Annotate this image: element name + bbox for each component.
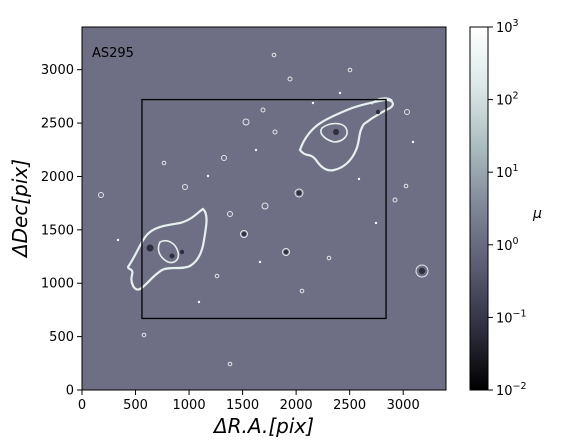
bright-dot xyxy=(206,174,210,178)
y-tick-label: 1000 xyxy=(41,277,74,292)
bright-dot xyxy=(254,148,258,152)
microlens-star xyxy=(242,118,250,126)
microlens-star xyxy=(403,183,409,189)
microlens-star xyxy=(161,160,167,166)
colorbar-label: μ xyxy=(532,206,542,222)
x-tick-label: 0 xyxy=(78,398,86,413)
bright-dot xyxy=(197,300,201,304)
heatmap-panel: AS295 xyxy=(82,27,446,390)
bright-dot xyxy=(411,140,415,144)
x-tick-label: 3000 xyxy=(387,398,420,413)
microlens-star xyxy=(260,107,266,113)
dark-spot xyxy=(146,244,154,252)
bright-dot xyxy=(374,221,378,225)
dark-spot xyxy=(242,232,246,236)
caustic-curve-upper-right-inner xyxy=(320,122,348,143)
microlens-star xyxy=(282,248,290,256)
x-tick-label: 1000 xyxy=(173,398,206,413)
caustic-fold-small xyxy=(371,97,393,105)
caustic-curve-lower-left xyxy=(126,207,208,291)
microlens-star xyxy=(272,129,278,135)
bright-dot xyxy=(357,177,361,181)
dark-spot xyxy=(284,250,288,254)
microlens-star xyxy=(98,192,104,198)
x-tick-label: 1500 xyxy=(226,398,259,413)
dark-spot xyxy=(333,129,339,135)
microlens-star xyxy=(214,273,220,279)
y-axis: 0 500 1000 1500 2000 2500 3000 xyxy=(41,63,82,399)
plot-frame xyxy=(81,26,447,391)
microlens-star xyxy=(221,155,227,161)
microlens-star xyxy=(261,202,269,210)
caustic-curve-lower-left-inner xyxy=(157,239,180,264)
y-tick-label: 2000 xyxy=(41,170,74,185)
dark-spot xyxy=(296,190,302,196)
microlens-star xyxy=(326,255,332,261)
y-axis-title: ΔDec[pix] xyxy=(8,159,32,259)
colorbar-tick-label: 100 xyxy=(496,236,519,254)
caustic-curve-upper-right xyxy=(298,98,394,172)
annotation-label: AS295 xyxy=(92,46,134,61)
x-axis: 0 500 1000 1500 2000 2500 3000 xyxy=(78,390,420,413)
y-tick-label: 2500 xyxy=(41,117,74,132)
microlens-star xyxy=(182,184,188,190)
colorbar-ticks: 103 102 101 100 10−1 10−2 xyxy=(488,18,527,399)
microlens-star xyxy=(240,230,248,238)
x-tick-label: 2500 xyxy=(333,398,366,413)
y-tick-label: 1500 xyxy=(41,223,74,238)
bright-dot xyxy=(116,238,120,242)
bright-dot xyxy=(258,260,262,264)
dark-spot xyxy=(179,249,185,255)
dark-spots xyxy=(146,109,426,275)
microlens-star xyxy=(404,109,410,115)
colorbar-tick-label: 103 xyxy=(496,18,519,36)
microlens-star xyxy=(392,197,398,203)
microlens-star xyxy=(415,264,429,278)
colorbar: 103 102 101 100 10−1 10−2 μ xyxy=(469,18,542,399)
colorbar-tick-label: 10−2 xyxy=(496,381,527,399)
colorbar-tick-label: 101 xyxy=(496,163,519,181)
microlens-star xyxy=(294,188,304,198)
microlens-star xyxy=(287,76,293,82)
microlens-star xyxy=(141,332,147,338)
y-tick-label: 0 xyxy=(66,384,74,399)
colorbar-frame xyxy=(469,26,489,391)
microlens-features xyxy=(98,52,429,367)
microlens-star xyxy=(227,211,233,217)
region-box xyxy=(141,98,387,320)
colorbar-tick-label: 102 xyxy=(496,91,519,109)
dark-spot xyxy=(418,267,426,275)
microlens-star xyxy=(227,361,233,367)
microlens-star xyxy=(299,288,305,294)
bright-dot xyxy=(338,91,342,95)
caustic-curves xyxy=(126,97,394,291)
bright-dot xyxy=(311,101,315,105)
x-axis-title: ΔR.A.[pix] xyxy=(212,414,314,438)
colorbar-gradient xyxy=(470,27,488,390)
x-tick-label: 2000 xyxy=(280,398,313,413)
microlens-star xyxy=(271,52,277,58)
x-tick-label: 500 xyxy=(123,398,148,413)
microlens-star xyxy=(347,67,353,73)
colorbar-tick-label: 10−1 xyxy=(496,308,527,326)
y-tick-label: 3000 xyxy=(41,63,74,78)
bright-dots xyxy=(116,91,415,304)
dark-spot xyxy=(169,253,175,259)
dark-spot xyxy=(375,109,381,115)
y-tick-label: 500 xyxy=(49,330,74,345)
